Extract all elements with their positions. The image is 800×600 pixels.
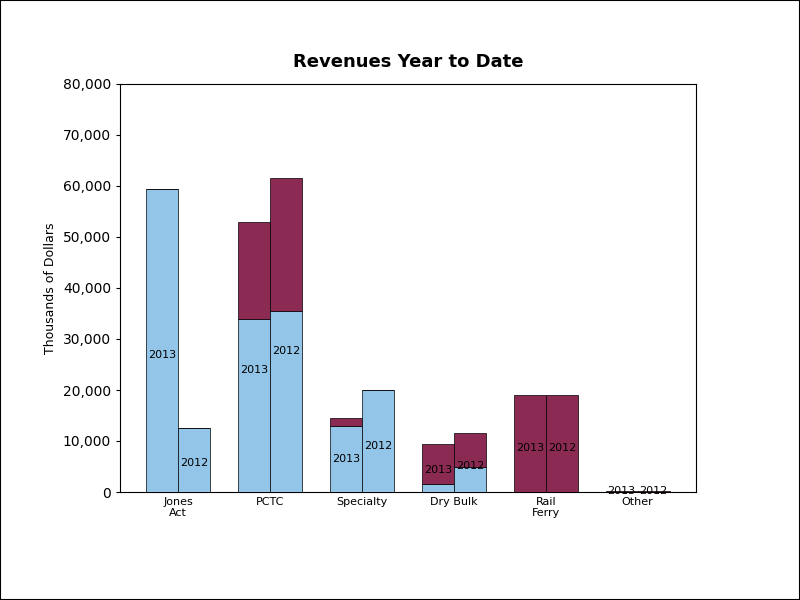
Bar — [362, 390, 394, 492]
Bar — [454, 467, 486, 492]
Text: 2012: 2012 — [548, 443, 576, 454]
Text: 2013: 2013 — [148, 350, 176, 361]
Text: 2013: 2013 — [332, 454, 360, 464]
Bar — [638, 491, 670, 492]
Title: Revenues Year to Date: Revenues Year to Date — [293, 53, 523, 71]
Y-axis label: Thousands of Dollars: Thousands of Dollars — [44, 222, 57, 354]
Bar — [514, 395, 546, 492]
Bar — [238, 221, 270, 319]
Bar — [270, 311, 302, 492]
Text: 2012: 2012 — [272, 346, 301, 356]
Bar — [454, 433, 486, 467]
Text: 2012: 2012 — [640, 487, 668, 496]
Text: 2013: 2013 — [607, 487, 636, 496]
Bar — [270, 178, 302, 311]
Text: 2013: 2013 — [516, 443, 544, 454]
Bar — [606, 491, 638, 492]
Bar — [330, 426, 362, 492]
Text: 2012: 2012 — [180, 458, 209, 469]
Bar — [146, 188, 178, 492]
Text: 2012: 2012 — [364, 441, 392, 451]
Bar — [546, 395, 578, 492]
Bar — [330, 418, 362, 426]
Text: 2013: 2013 — [424, 465, 452, 475]
Text: 2013: 2013 — [240, 365, 268, 376]
Bar — [422, 484, 454, 492]
Bar — [238, 319, 270, 492]
Bar — [422, 443, 454, 484]
Bar — [178, 428, 210, 492]
Text: 2012: 2012 — [456, 461, 484, 470]
